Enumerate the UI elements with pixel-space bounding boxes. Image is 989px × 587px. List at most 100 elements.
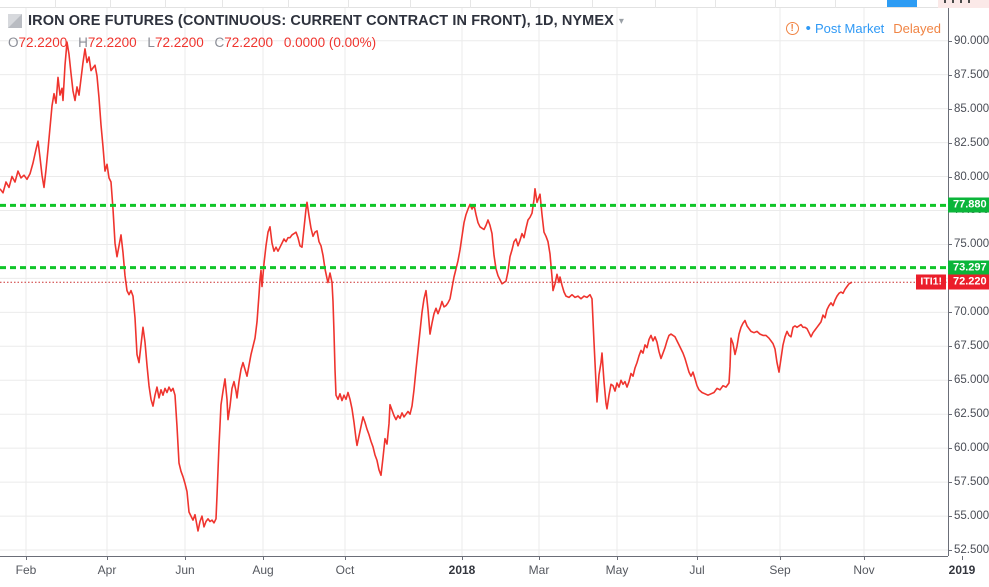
price-axis-label: 75.000	[954, 238, 989, 251]
close-key: C	[214, 35, 225, 50]
price-axis-label: 60.000	[954, 442, 989, 455]
toolbar-tick	[944, 0, 946, 3]
time-axis-tick	[185, 556, 186, 560]
toolbar-highlighted-cell[interactable]	[938, 0, 989, 8]
time-axis-tick	[345, 556, 346, 560]
price-axis-label: 70.000	[954, 306, 989, 319]
time-axis-tick	[962, 556, 963, 560]
price-line-series[interactable]	[0, 41, 853, 532]
toolbar-separator	[222, 0, 223, 8]
time-axis-tick	[107, 556, 108, 560]
price-axis-tick	[948, 448, 952, 450]
price-axis-label: 87.500	[954, 68, 989, 81]
time-axis-label: 2019	[948, 563, 976, 577]
price-axis-tick	[948, 40, 952, 42]
delayed-badge[interactable]: Delayed	[893, 21, 941, 36]
last-price-badge[interactable]: 72.220	[948, 274, 989, 290]
price-axis-label: 52.500	[954, 544, 989, 557]
toolbar-separator	[530, 0, 531, 8]
ohlc-values: O72.2200 H72.2200 L72.2200 C72.2200 0.00…	[8, 35, 624, 50]
price-axis-tick	[948, 380, 952, 382]
price-axis-label: 57.500	[954, 476, 989, 489]
toolbar-separator	[775, 0, 776, 8]
post-market-label[interactable]: Post Market	[814, 21, 885, 36]
time-axis-tick	[697, 556, 698, 560]
price-axis-tick	[948, 550, 952, 552]
low-key: L	[147, 35, 155, 50]
price-axis-tick	[948, 108, 952, 110]
time-axis-label: Feb	[15, 563, 37, 577]
time-axis-label: May	[605, 563, 629, 577]
time-axis-tick	[26, 556, 27, 560]
chevron-down-icon[interactable]: ▾	[618, 15, 624, 27]
chart-canvas[interactable]	[0, 8, 948, 556]
symbol-ticker-badge[interactable]: ITI1!	[916, 274, 946, 290]
toolbar-separator	[655, 0, 656, 8]
warning-icon[interactable]: !	[785, 22, 799, 35]
price-axis-label: 90.000	[954, 34, 989, 47]
price-axis-label: 55.000	[954, 510, 989, 523]
chart-title[interactable]: IRON ORE FUTURES (CONTINUOUS: CURRENT CO…	[28, 13, 614, 29]
time-axis-tick	[780, 556, 781, 560]
time-axis-label: Jun	[175, 563, 195, 577]
toolbar-tick	[960, 0, 962, 3]
post-market-dot-icon: •	[805, 20, 811, 37]
open-value: 72.2200	[18, 35, 68, 50]
price-axis-tick	[948, 516, 952, 518]
toolbar-separator	[592, 0, 593, 8]
time-axis-label: Nov	[853, 563, 875, 577]
toolbar-separator	[348, 0, 349, 8]
time-axis-tick	[263, 556, 264, 560]
low-value: 72.2200	[154, 35, 204, 50]
chart-legend: IRON ORE FUTURES (CONTINUOUS: CURRENT CO…	[8, 11, 624, 50]
close-value: 72.2200	[224, 35, 274, 50]
price-axis-tick	[948, 482, 952, 484]
price-axis-tick	[948, 346, 952, 348]
time-axis-border	[0, 556, 948, 557]
price-axis-label: 67.500	[954, 340, 989, 353]
price-axis-tick	[948, 312, 952, 314]
high-key: H	[78, 35, 88, 50]
toolbar-tick	[952, 0, 954, 3]
time-axis-label: Jul	[689, 563, 705, 577]
price-axis-label: 62.500	[954, 408, 989, 421]
level-price-badge[interactable]: 77.880	[948, 197, 989, 213]
price-axis-label: 80.000	[954, 170, 989, 183]
time-axis-label: Oct	[335, 563, 355, 577]
symbol-logo-icon	[8, 14, 22, 28]
toolbar-separator	[835, 0, 836, 8]
time-axis-label: Aug	[252, 563, 274, 577]
open-key: O	[8, 35, 19, 50]
market-status: ! • Post Market Delayed	[785, 20, 941, 37]
toolbar-separator	[715, 0, 716, 8]
toolbar-separator	[55, 0, 56, 8]
toolbar-separator	[470, 0, 471, 8]
change-value: 0.0000 (0.00%)	[283, 35, 377, 50]
time-axis-tick	[539, 556, 540, 560]
level-price-badge[interactable]: 73.297	[948, 260, 989, 276]
toolbar-separator	[410, 0, 411, 8]
price-axis-tick	[948, 74, 952, 76]
time-axis-label: 2018	[448, 563, 476, 577]
price-axis-tick	[948, 142, 952, 144]
toolbar-active-tab[interactable]	[887, 0, 917, 7]
price-axis-tick	[948, 244, 952, 246]
price-axis-label: 65.000	[954, 374, 989, 387]
time-axis-label: Mar	[528, 563, 550, 577]
price-axis-tick	[948, 176, 952, 178]
toolbar-separator	[110, 0, 111, 8]
toolbar-tick	[968, 0, 970, 3]
price-axis-label: 85.000	[954, 102, 989, 115]
price-axis-tick	[948, 414, 952, 416]
price-axis-label: 82.500	[954, 136, 989, 149]
time-axis-tick	[617, 556, 618, 560]
toolbar-strip	[0, 0, 989, 8]
time-axis-tick	[864, 556, 865, 560]
toolbar-separator	[288, 0, 289, 8]
high-value: 72.2200	[87, 35, 137, 50]
time-axis-label: Sep	[769, 563, 791, 577]
time-axis-label: Apr	[97, 563, 117, 577]
time-axis-tick	[462, 556, 463, 560]
toolbar-separator	[165, 0, 166, 8]
